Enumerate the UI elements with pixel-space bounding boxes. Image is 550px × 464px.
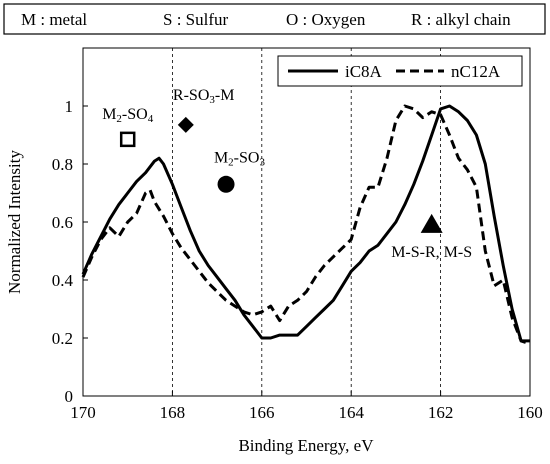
annotation-2-circle-marker	[217, 175, 235, 193]
series-layer	[81, 104, 531, 346]
annotation-0-square-marker	[119, 131, 136, 148]
annotations: M2-SO4 R-SO3-M M2-SO3 M-S-R, M-S	[102, 87, 472, 261]
annotation-1-diamond-marker	[177, 116, 194, 133]
x-tick-label-164: 164	[338, 403, 364, 422]
plot-area	[82, 47, 531, 397]
x-tick-label-160: 160	[517, 403, 543, 422]
x-tick-label-168: 168	[160, 403, 186, 422]
x-tick-label-170: 170	[70, 403, 96, 422]
y-axis-title: Normalized Intensity	[5, 150, 24, 294]
element-key-frame	[3, 3, 546, 35]
y-tick-label-1: 1	[65, 97, 74, 116]
series-line-iC8A	[81, 104, 530, 343]
key-alkyl-chain: R : alkyl chain	[411, 10, 511, 29]
annotation-0-label: M2-SO4	[102, 106, 154, 125]
annotation-2-label: M2-SO3	[214, 150, 266, 169]
annotation-1-label: R-SO3-M	[173, 87, 235, 106]
legend-label-iC8A: iC8A	[345, 62, 383, 81]
y-tick-label-0.8: 0.8	[52, 155, 73, 174]
x-tick-label-162: 162	[428, 403, 454, 422]
x-tick-label-166: 166	[249, 403, 275, 422]
key-metal: M : metal	[21, 10, 87, 29]
axis-ticks: 170 168 166 164 162 160 0 0.2 0.4 0.6 0.8 1	[52, 97, 543, 422]
key-sulfur: S : Sulfur	[163, 10, 229, 29]
legend-label-nC12A: nC12A	[451, 62, 501, 81]
annotation-3-label: M-S-R, M-S	[391, 244, 472, 261]
y-tick-label-0.6: 0.6	[52, 213, 73, 232]
series-line-nC12A	[81, 104, 531, 346]
element-key: M : metal S : Sulfur O : Oxygen R : alky…	[3, 3, 546, 35]
annotation-3-triangle-marker	[420, 213, 443, 233]
y-tick-label-0: 0	[65, 387, 74, 406]
y-tick-label-0.4: 0.4	[52, 271, 74, 290]
y-tick-label-0.2: 0.2	[52, 329, 73, 348]
key-oxygen: O : Oxygen	[286, 10, 366, 29]
x-axis-title: Binding Energy, eV	[238, 436, 374, 455]
legend: iC8A nC12A	[277, 55, 523, 87]
